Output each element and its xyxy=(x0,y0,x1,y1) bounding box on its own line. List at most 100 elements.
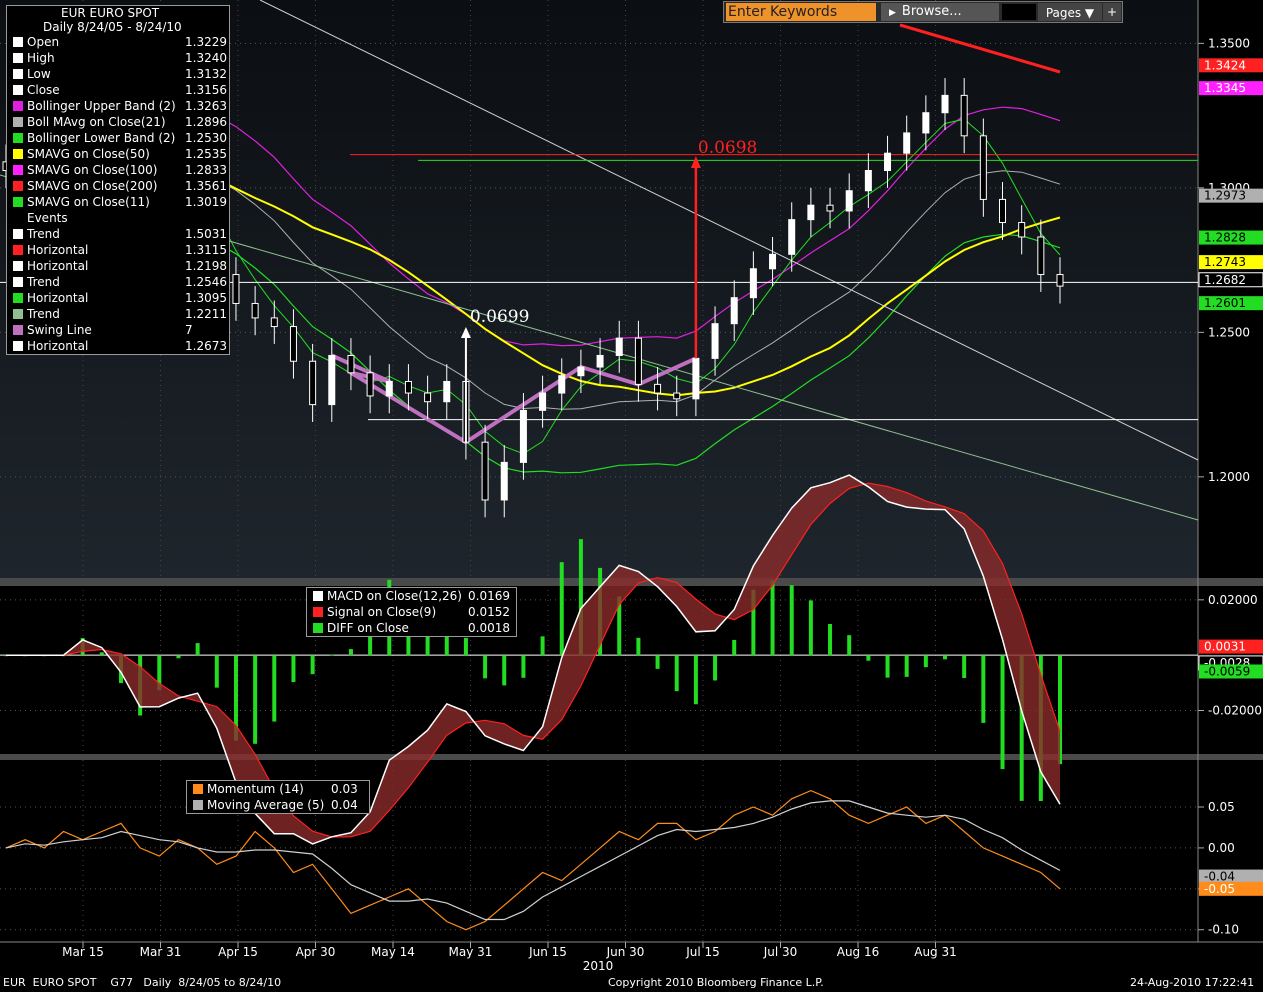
legend-value: 1.3132 xyxy=(185,67,227,81)
value-tag xyxy=(1199,58,1263,73)
value-tag xyxy=(1199,255,1263,270)
value-tag xyxy=(1199,664,1263,679)
axis-tick-label: -0.02000 xyxy=(1208,704,1262,718)
diff-bar xyxy=(368,626,373,656)
value-tag-label: -0.05 xyxy=(1204,882,1235,896)
legend-label: Events xyxy=(27,211,68,225)
legend-label: Bollinger Lower Band (2) xyxy=(27,131,176,145)
diff-bar xyxy=(923,655,928,668)
legend-swatch xyxy=(13,261,23,271)
main-legend-row: Trend 1.5031 xyxy=(7,226,229,242)
candle-body xyxy=(1037,236,1045,276)
diff-bar xyxy=(713,655,718,681)
pages-dropdown[interactable]: Pages ▼ xyxy=(1038,3,1102,21)
macd-legend-row: DIFF on Close 0.0018 xyxy=(307,620,516,636)
axis-tick-label: 1.2500 xyxy=(1208,325,1250,339)
value-tag-label: -0.04 xyxy=(1204,870,1235,884)
legend-label: Open xyxy=(27,35,60,49)
legend-value: 1.3156 xyxy=(185,83,227,97)
legend-label: Horizontal xyxy=(27,259,89,273)
add-icon[interactable]: + xyxy=(1103,3,1121,21)
candle-body xyxy=(270,317,278,328)
momentum-ma-line xyxy=(5,800,1061,921)
keyword-search-input[interactable] xyxy=(726,3,876,21)
main-legend-row: Bollinger Upper Band (2) 1.3263 xyxy=(7,98,229,114)
legend-swatch xyxy=(13,325,23,335)
candle-body xyxy=(328,354,336,406)
legend-label: High xyxy=(27,51,55,65)
main-legend-row: SMAVG on Close(100) 1.2833 xyxy=(7,162,229,178)
candle-body xyxy=(539,392,547,411)
legend-swatch xyxy=(193,784,203,794)
legend-label: SMAVG on Close(200) xyxy=(27,179,158,193)
diff-bar xyxy=(732,639,737,656)
legend-value: 1.3240 xyxy=(185,51,227,65)
legend-label: Trend xyxy=(27,227,60,241)
value-tag-label: 1.2743 xyxy=(1204,255,1246,269)
footer-left: EUR EURO SPOT G77 Daily 8/24/05 to 8/24/… xyxy=(3,976,282,989)
x-tick-label: May 31 xyxy=(449,945,493,959)
diff-bar xyxy=(943,655,948,660)
candle-body xyxy=(999,198,1007,224)
legend-label: Low xyxy=(27,67,51,81)
value-tag-label: 1.3424 xyxy=(1204,58,1246,72)
diff-bar xyxy=(176,655,181,659)
axis-tick-label: 0.00 xyxy=(1208,841,1235,855)
diff-bar xyxy=(329,654,334,656)
diff-bar xyxy=(693,655,698,705)
legend-value: 1.2673 xyxy=(185,339,227,353)
candle-body xyxy=(289,326,297,362)
diff-bar xyxy=(885,655,890,678)
legend-label: Close xyxy=(27,83,60,97)
keyword-field-secondary[interactable] xyxy=(1002,4,1036,20)
legend-label: Trend xyxy=(27,275,60,289)
chart-title: EUR EURO SPOT xyxy=(61,6,160,20)
legend-swatch xyxy=(13,245,23,255)
diff-bar xyxy=(828,623,833,656)
legend-value: 1.2198 xyxy=(185,259,227,273)
diff-bar xyxy=(463,637,468,656)
axis-tick-label: -0.10 xyxy=(1208,923,1239,937)
axis-tick-label: 1.3500 xyxy=(1208,36,1250,50)
legend-swatch xyxy=(13,85,23,95)
candle-body xyxy=(615,337,623,356)
main-legend-row: Close 1.3156 xyxy=(7,82,229,98)
diff-bar xyxy=(981,655,986,723)
candle-body xyxy=(424,392,432,403)
legend-label: Trend xyxy=(27,307,60,321)
legend-swatch xyxy=(13,197,23,207)
macd-legend-row: MACD on Close(12,26) 0.0169 xyxy=(307,588,516,604)
diff-bar xyxy=(348,649,353,656)
legend-value: 7 xyxy=(185,323,193,337)
legend-value: 0.04 xyxy=(331,798,358,812)
momentum-legend: Momentum (14) 0.03 Moving Average (5) 0.04 xyxy=(186,780,370,814)
legend-value: 0.0152 xyxy=(468,605,510,619)
diff-bar xyxy=(578,539,583,656)
legend-swatch xyxy=(13,341,23,351)
candle-body xyxy=(596,354,604,368)
momentum-legend-row: Momentum (14) 0.03 xyxy=(187,781,369,797)
legend-swatch xyxy=(13,37,23,47)
browse-button[interactable]: ▶ Browse... xyxy=(881,3,999,21)
candle-body xyxy=(922,112,930,134)
main-legend-row: Boll MAvg on Close(21) 1.2896 xyxy=(7,114,229,130)
diff-bar xyxy=(157,655,162,691)
candle-body xyxy=(385,380,393,397)
diff-bar xyxy=(1000,655,1005,770)
momentum-legend-row: Moving Average (5) 0.04 xyxy=(187,797,369,813)
main-legend-row: Bollinger Lower Band (2) 1.2530 xyxy=(7,130,229,146)
legend-label: Bollinger Upper Band (2) xyxy=(27,99,176,113)
sma-200-line xyxy=(899,23,1061,74)
candle-body xyxy=(692,357,700,400)
candle-body xyxy=(730,297,738,325)
main-legend-row: SMAVG on Close(200) 1.3561 xyxy=(7,178,229,194)
footer-bar: EUR EURO SPOT G77 Daily 8/24/05 to 8/24/… xyxy=(0,974,1263,992)
main-legend-row: SMAVG on Close(11) 1.3019 xyxy=(7,194,229,210)
arrow-head-icon xyxy=(690,156,701,168)
arrow-head-icon xyxy=(460,327,471,338)
command-bar: ▶ Browse... Pages ▼ + xyxy=(723,1,1123,23)
x-tick-label: Mar 31 xyxy=(140,945,182,959)
main-legend-row: Swing Line 7 xyxy=(7,322,229,338)
diff-bar xyxy=(521,655,526,678)
legend-swatch xyxy=(13,149,23,159)
